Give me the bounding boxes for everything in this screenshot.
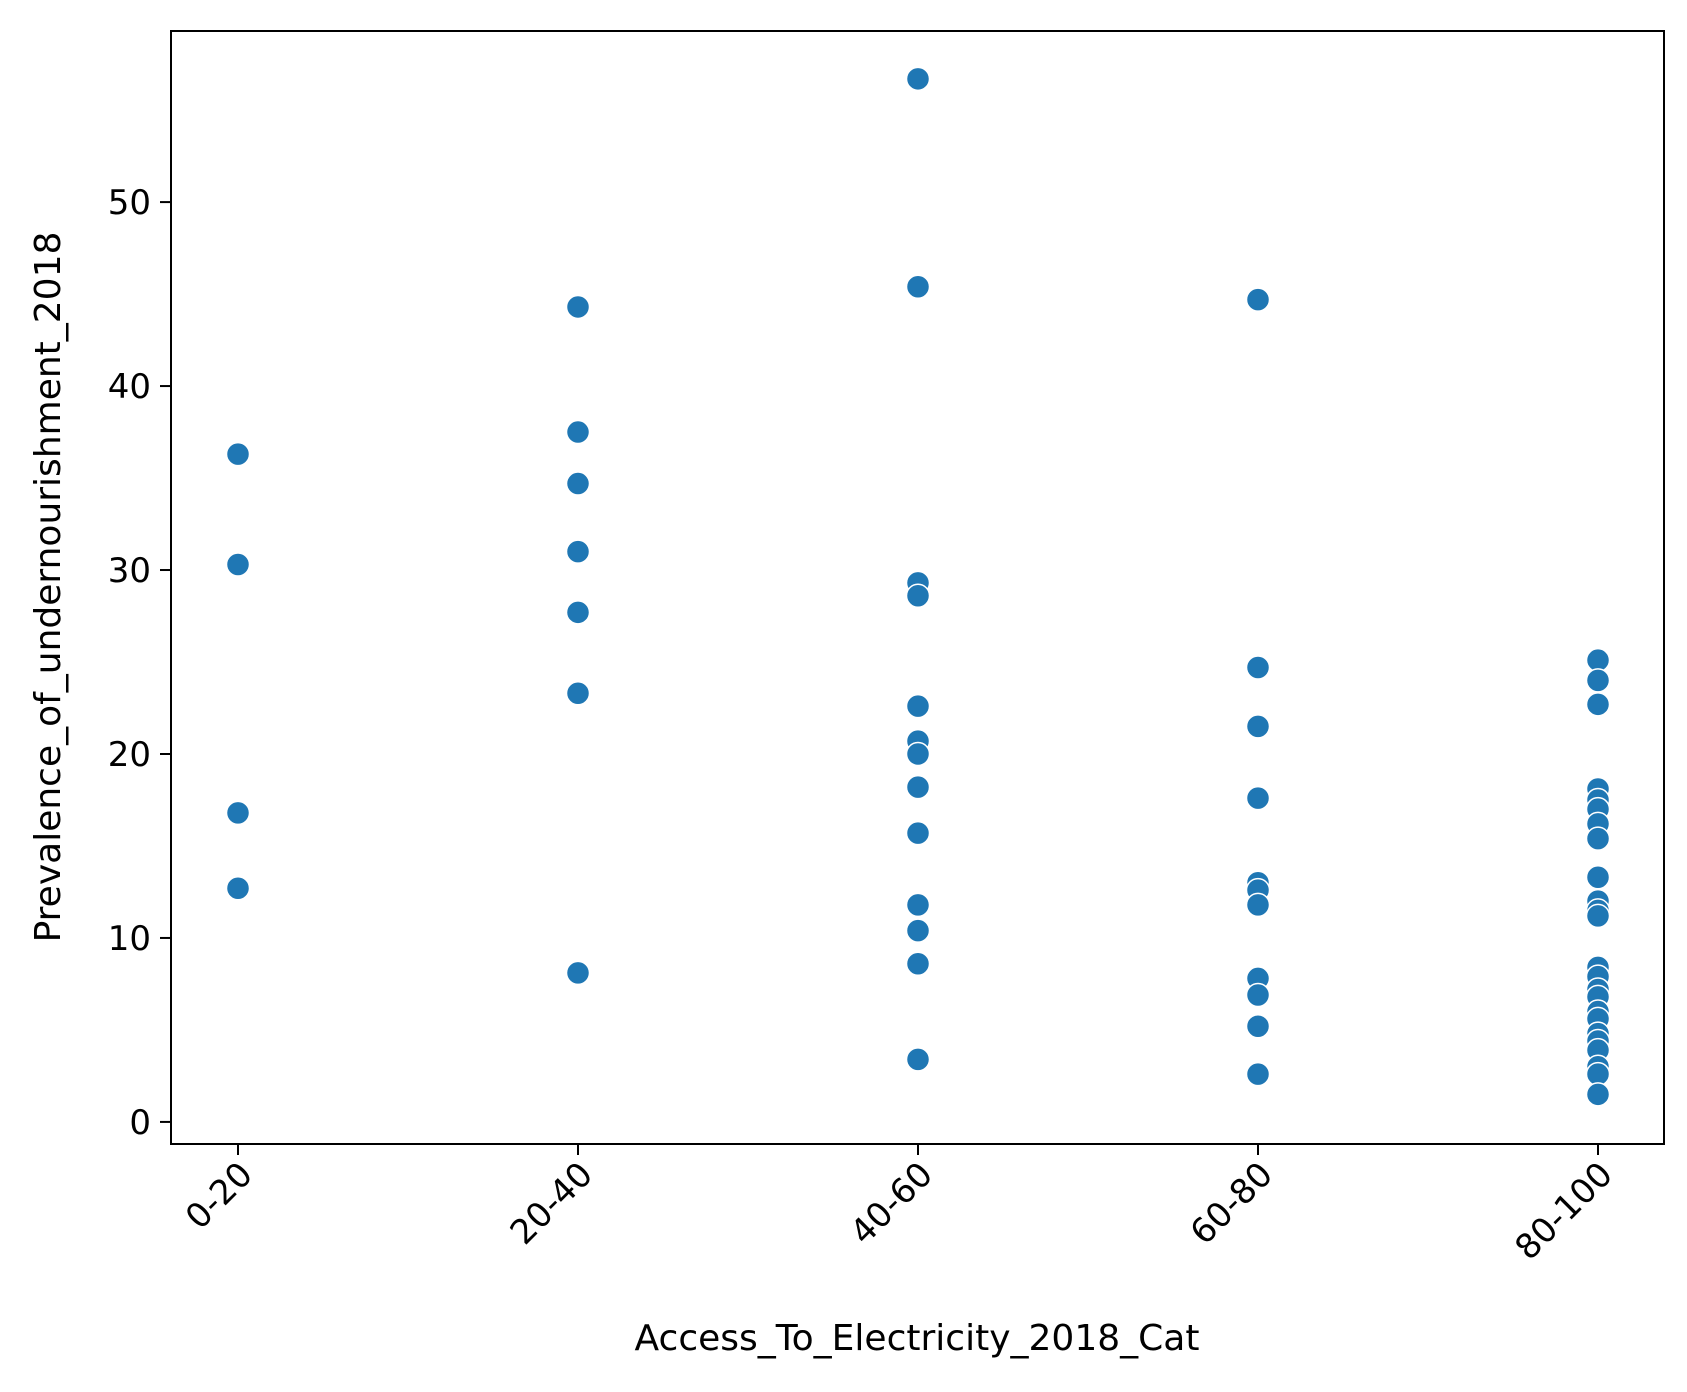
data-point: [1245, 655, 1271, 680]
data-point: [905, 66, 931, 92]
data-point: [565, 294, 591, 320]
y-tick-label: 10: [108, 919, 151, 959]
data-point: [565, 600, 591, 625]
y-tick-label: 20: [108, 735, 151, 775]
data-point: [905, 774, 931, 800]
data-point: [225, 552, 251, 577]
x-axis-label: Access_To_Electricity_2018_Cat: [635, 1318, 1200, 1359]
data-point: [905, 583, 931, 609]
data-point: [905, 1047, 931, 1072]
data-point: [1245, 1061, 1271, 1087]
y-axis: 0 10 20 30 40 50: [108, 183, 171, 1143]
data-point: [565, 681, 591, 706]
data-point: [1245, 892, 1271, 918]
data-point: [905, 274, 931, 299]
plot-area: [225, 66, 1611, 1107]
y-tick-label: 0: [129, 1103, 151, 1143]
data-point: [905, 918, 931, 943]
data-point: [565, 471, 591, 496]
data-point: [225, 876, 251, 901]
data-point: [1585, 1082, 1611, 1107]
data-point: [905, 741, 931, 767]
data-point: [1245, 714, 1271, 739]
data-point: [1585, 668, 1611, 693]
data-point: [565, 539, 591, 564]
data-point: [1245, 287, 1271, 312]
y-tick-label: 40: [108, 367, 151, 407]
data-point: [1245, 982, 1271, 1008]
data-point: [1585, 903, 1611, 929]
data-point: [905, 820, 931, 846]
data-point: [905, 951, 931, 976]
y-tick-label: 50: [108, 183, 151, 223]
y-tick-label: 30: [108, 551, 151, 591]
data-point: [1245, 785, 1271, 811]
y-axis-label: Prevalence_of_undernourishment_2018: [28, 232, 69, 943]
data-point: [905, 892, 931, 918]
data-point: [565, 960, 591, 986]
data-point: [565, 419, 591, 445]
data-point: [225, 441, 251, 467]
data-point: [1585, 826, 1611, 851]
data-point: [1585, 692, 1611, 717]
data-point: [225, 800, 251, 826]
data-point: [1245, 1014, 1271, 1039]
data-point: [1585, 864, 1611, 890]
data-point: [905, 693, 931, 719]
